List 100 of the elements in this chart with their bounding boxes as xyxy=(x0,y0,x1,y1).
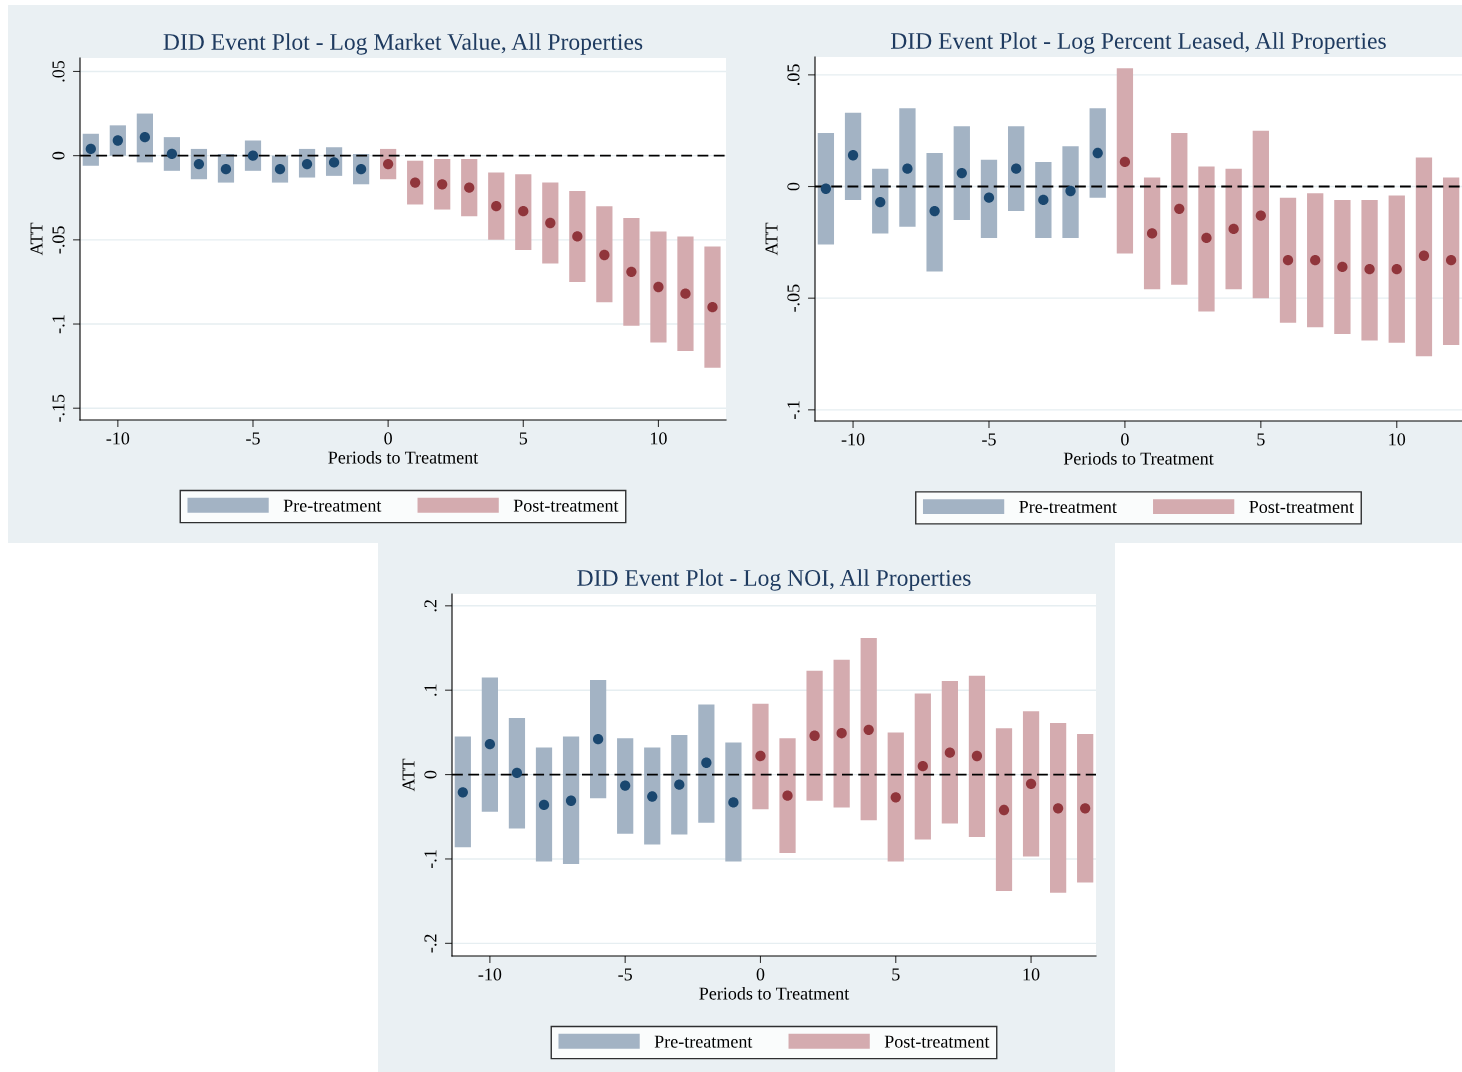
y-tick-label: .05 xyxy=(52,60,65,82)
bar xyxy=(1008,126,1025,212)
bar xyxy=(650,231,667,343)
point xyxy=(647,791,658,802)
y-tick-label: -.05 xyxy=(787,284,800,312)
x-tick-label: -10 xyxy=(106,432,130,445)
bar xyxy=(872,168,889,234)
bar xyxy=(623,217,640,326)
bar xyxy=(914,693,931,840)
bar xyxy=(980,159,998,238)
point xyxy=(956,167,967,179)
point xyxy=(410,177,421,188)
point xyxy=(674,779,685,790)
point xyxy=(538,799,550,811)
bar xyxy=(1415,157,1433,357)
bar xyxy=(725,742,742,862)
point xyxy=(599,249,610,261)
point xyxy=(464,182,475,193)
bar xyxy=(481,677,498,812)
bar xyxy=(887,732,904,862)
y-tick-label: -.15 xyxy=(52,394,65,422)
bar xyxy=(1307,193,1324,328)
bar xyxy=(454,736,471,848)
point xyxy=(847,150,859,161)
y-tick-label: -.1 xyxy=(424,850,437,869)
point xyxy=(1080,803,1091,814)
x-tick-label: 5 xyxy=(519,432,528,445)
y-tick-label: -.05 xyxy=(52,226,65,254)
point xyxy=(572,231,583,242)
bar xyxy=(488,172,505,240)
point xyxy=(1201,232,1212,244)
point xyxy=(863,724,874,736)
y-axis-title: ATT xyxy=(30,222,43,256)
bar xyxy=(617,738,634,834)
bar xyxy=(1022,711,1040,857)
point xyxy=(929,205,940,217)
legend-label: Pre-treatment xyxy=(1019,501,1117,514)
bar xyxy=(535,747,553,862)
y-tick-label: 0 xyxy=(424,770,437,779)
chart-title: DID Event Plot - Log NOI, All Properties xyxy=(577,569,971,591)
x-tick-label: -5 xyxy=(246,432,260,445)
bar xyxy=(590,680,607,799)
point xyxy=(1445,255,1457,266)
point xyxy=(1038,194,1049,206)
x-axis-title: Periods to Treatment xyxy=(328,450,479,464)
y-tick-label: -.1 xyxy=(787,401,800,419)
bar xyxy=(1143,177,1161,290)
bar xyxy=(698,704,715,823)
bar xyxy=(860,637,877,821)
x-tick-label: 5 xyxy=(892,968,900,981)
point xyxy=(1364,264,1375,275)
point xyxy=(518,206,529,217)
bar xyxy=(995,728,1013,892)
point xyxy=(511,767,523,779)
point xyxy=(457,787,468,798)
bar xyxy=(1442,177,1460,346)
point xyxy=(1418,250,1430,261)
bar xyxy=(1171,132,1188,285)
x-tick-label: 10 xyxy=(1389,433,1406,446)
point xyxy=(1011,163,1022,174)
x-axis-title: Periods to Treatment xyxy=(1063,451,1214,465)
bar xyxy=(953,126,970,221)
bar xyxy=(899,108,916,227)
bar xyxy=(1089,108,1106,198)
bar xyxy=(833,659,850,808)
bar xyxy=(461,159,478,217)
bar xyxy=(926,153,943,272)
bar xyxy=(941,680,958,824)
point xyxy=(653,281,664,293)
bar xyxy=(817,132,835,245)
bar xyxy=(1198,166,1215,312)
bar xyxy=(1279,197,1297,323)
chart-title: DID Event Plot - Log Market Value, All Properties xyxy=(163,33,643,55)
point xyxy=(1025,778,1037,790)
x-tick-label: 5 xyxy=(1257,433,1265,446)
bar xyxy=(596,206,613,303)
y-tick-label: .2 xyxy=(424,600,437,612)
point xyxy=(620,780,631,791)
bar xyxy=(1334,199,1351,334)
y-axis-title: ATT xyxy=(765,222,778,256)
legend-label: Pre-treatment xyxy=(654,1035,753,1048)
point xyxy=(1092,147,1103,159)
point xyxy=(1228,223,1239,235)
point xyxy=(971,750,983,762)
x-tick-label: 0 xyxy=(384,432,392,445)
x-tick-label: -5 xyxy=(618,968,632,981)
bar xyxy=(806,670,823,801)
x-tick-label: 0 xyxy=(756,968,765,981)
bar xyxy=(562,736,580,865)
point xyxy=(1119,156,1131,168)
bar xyxy=(671,734,688,835)
point xyxy=(1065,185,1076,197)
x-tick-label: 10 xyxy=(1023,968,1040,981)
point xyxy=(484,739,496,750)
legend-label: Pre-treatment xyxy=(283,499,382,512)
bar xyxy=(1116,68,1134,254)
point xyxy=(1282,255,1294,266)
x-axis-title: Periods to Treatment xyxy=(699,986,850,1000)
legend-label: Post-treatment xyxy=(884,1035,990,1048)
bar xyxy=(1388,195,1405,343)
